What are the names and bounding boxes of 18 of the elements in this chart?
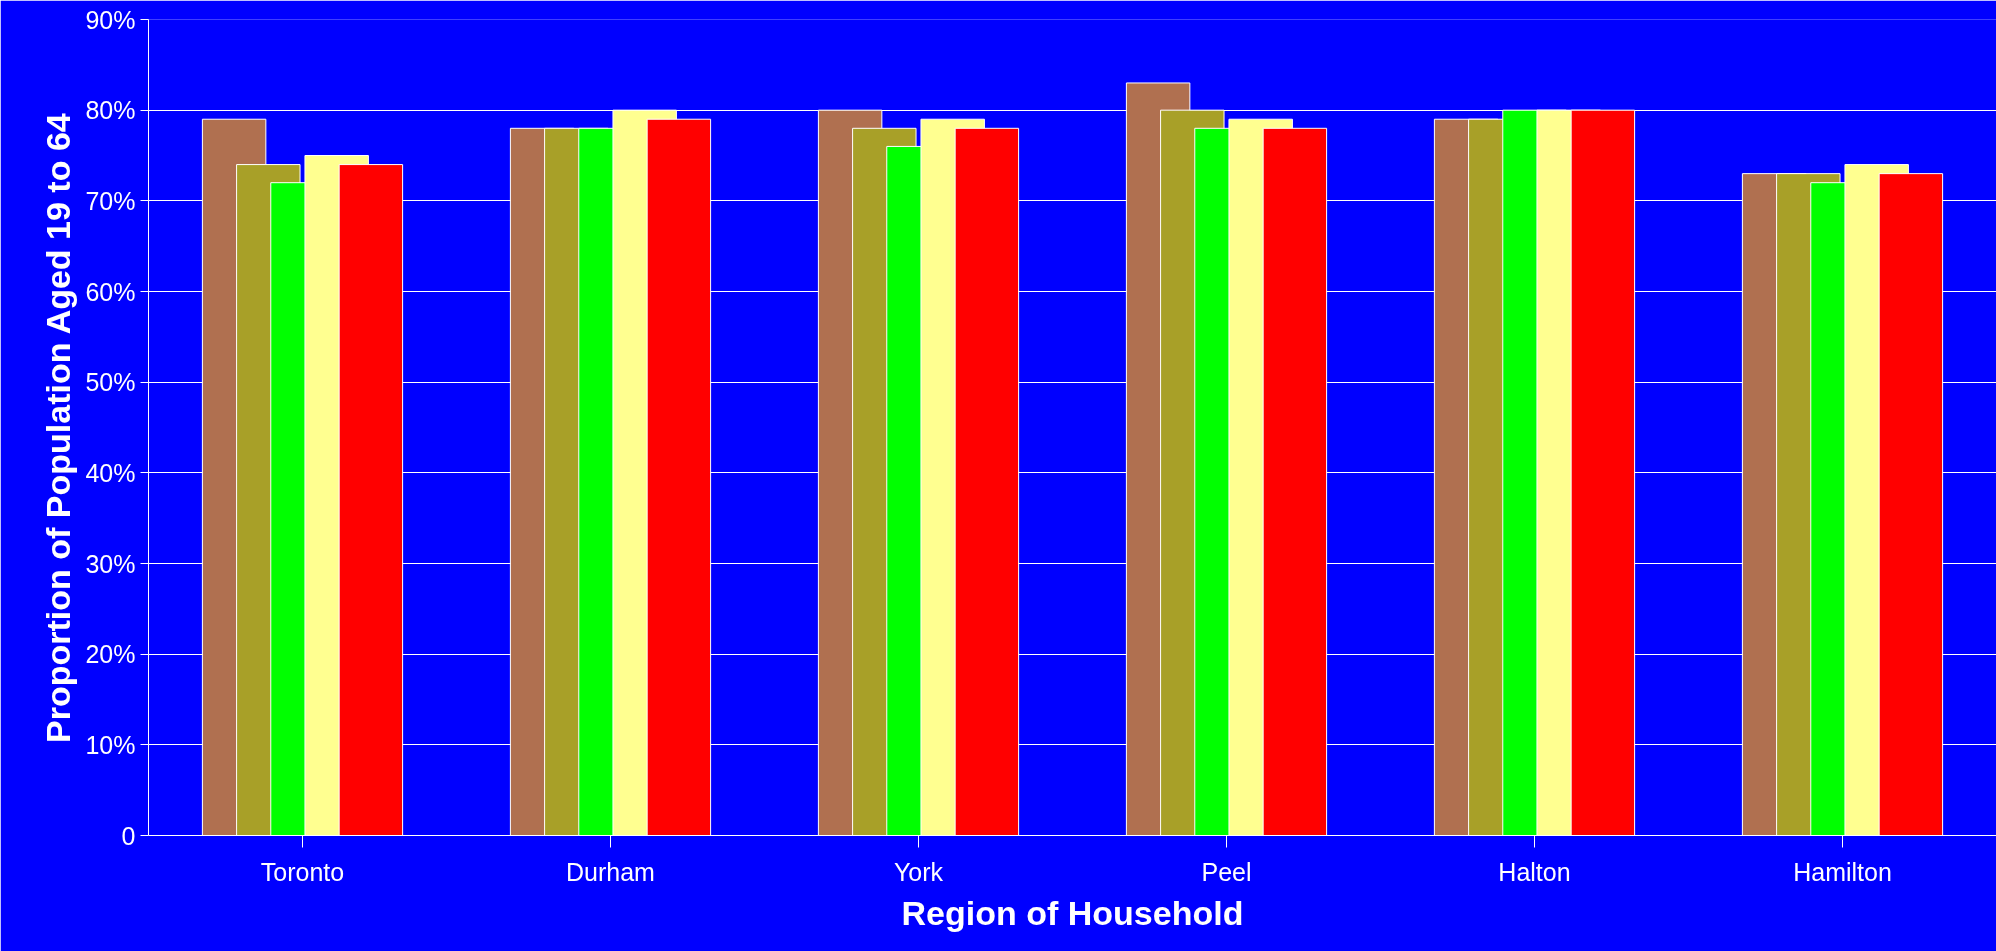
x-tick-label: Toronto — [260, 857, 345, 886]
y-tick-label: 90% — [85, 5, 136, 34]
x-axis-title: Region of Household — [901, 893, 1244, 932]
y-tick-label: 70% — [85, 186, 136, 215]
x-tick-label: Durham — [566, 857, 655, 886]
y-tick-label: 60% — [85, 277, 136, 306]
y-tick-label: 10% — [85, 730, 136, 759]
y-axis-title: Proportion of Population Aged 19 to 64 — [39, 113, 78, 743]
y-tick-label: 40% — [85, 458, 136, 487]
y-tick-label: 0 — [121, 821, 136, 850]
y-tick-label: 20% — [85, 640, 136, 669]
x-tick-label: Halton — [1498, 857, 1571, 886]
x-tick-label: Hamilton — [1793, 857, 1892, 886]
y-tick-label: 50% — [85, 368, 136, 397]
y-tick-label: 80% — [85, 96, 136, 125]
x-tick-label: York — [893, 857, 944, 886]
x-tick-label: Peel — [1201, 857, 1252, 886]
y-tick-label: 30% — [85, 549, 136, 578]
